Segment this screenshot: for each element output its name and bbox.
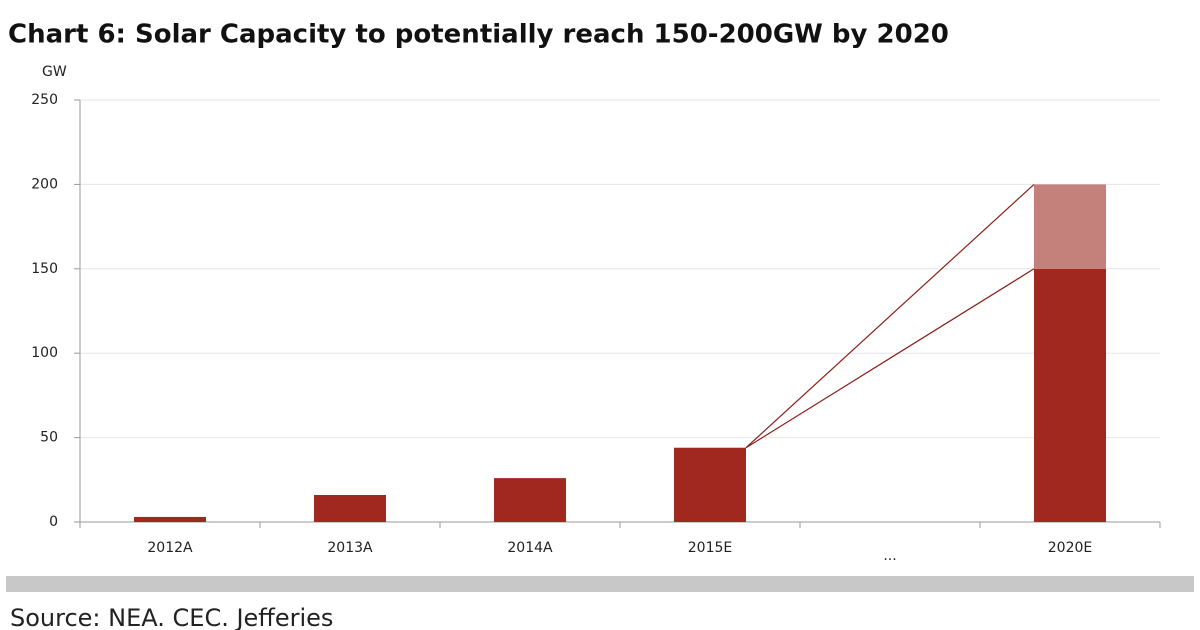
bar [1034,184,1106,269]
bar [314,494,386,522]
y-tick-label: 250 [31,92,58,108]
connector-line [745,183,1035,449]
x-tick-label: 2012A [147,540,193,556]
y-tick-label: 100 [31,345,58,361]
bar [1034,268,1106,522]
x-tick-label: 2020E [1048,540,1092,556]
y-tick-label: 150 [31,261,58,277]
x-tick-label: 2013A [327,540,373,556]
chart-title: Chart 6: Solar Capacity to potentially r… [8,20,949,50]
source-note: Source: NEA. CEC. Jefferies [10,604,333,630]
connector-line [745,268,1035,449]
y-tick-label: 200 [31,176,58,192]
x-tick-label: 2014A [507,540,553,556]
bar [674,447,746,522]
y-tick-label: 0 [49,514,58,530]
y-axis-label: GW [42,64,67,80]
bar [134,516,206,522]
x-tick-label: ... [883,548,896,564]
x-tick-label: 2015E [688,540,732,556]
y-tick-label: 50 [40,430,58,446]
bar [494,478,566,522]
separator-band [6,576,1194,592]
